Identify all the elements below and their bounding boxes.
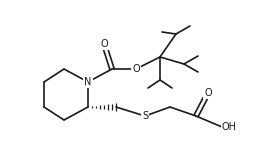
Text: OH: OH — [222, 122, 237, 132]
Text: N: N — [84, 77, 92, 87]
Text: O: O — [204, 88, 212, 98]
Text: O: O — [132, 64, 140, 74]
Text: S: S — [142, 111, 148, 121]
Text: O: O — [100, 39, 108, 49]
